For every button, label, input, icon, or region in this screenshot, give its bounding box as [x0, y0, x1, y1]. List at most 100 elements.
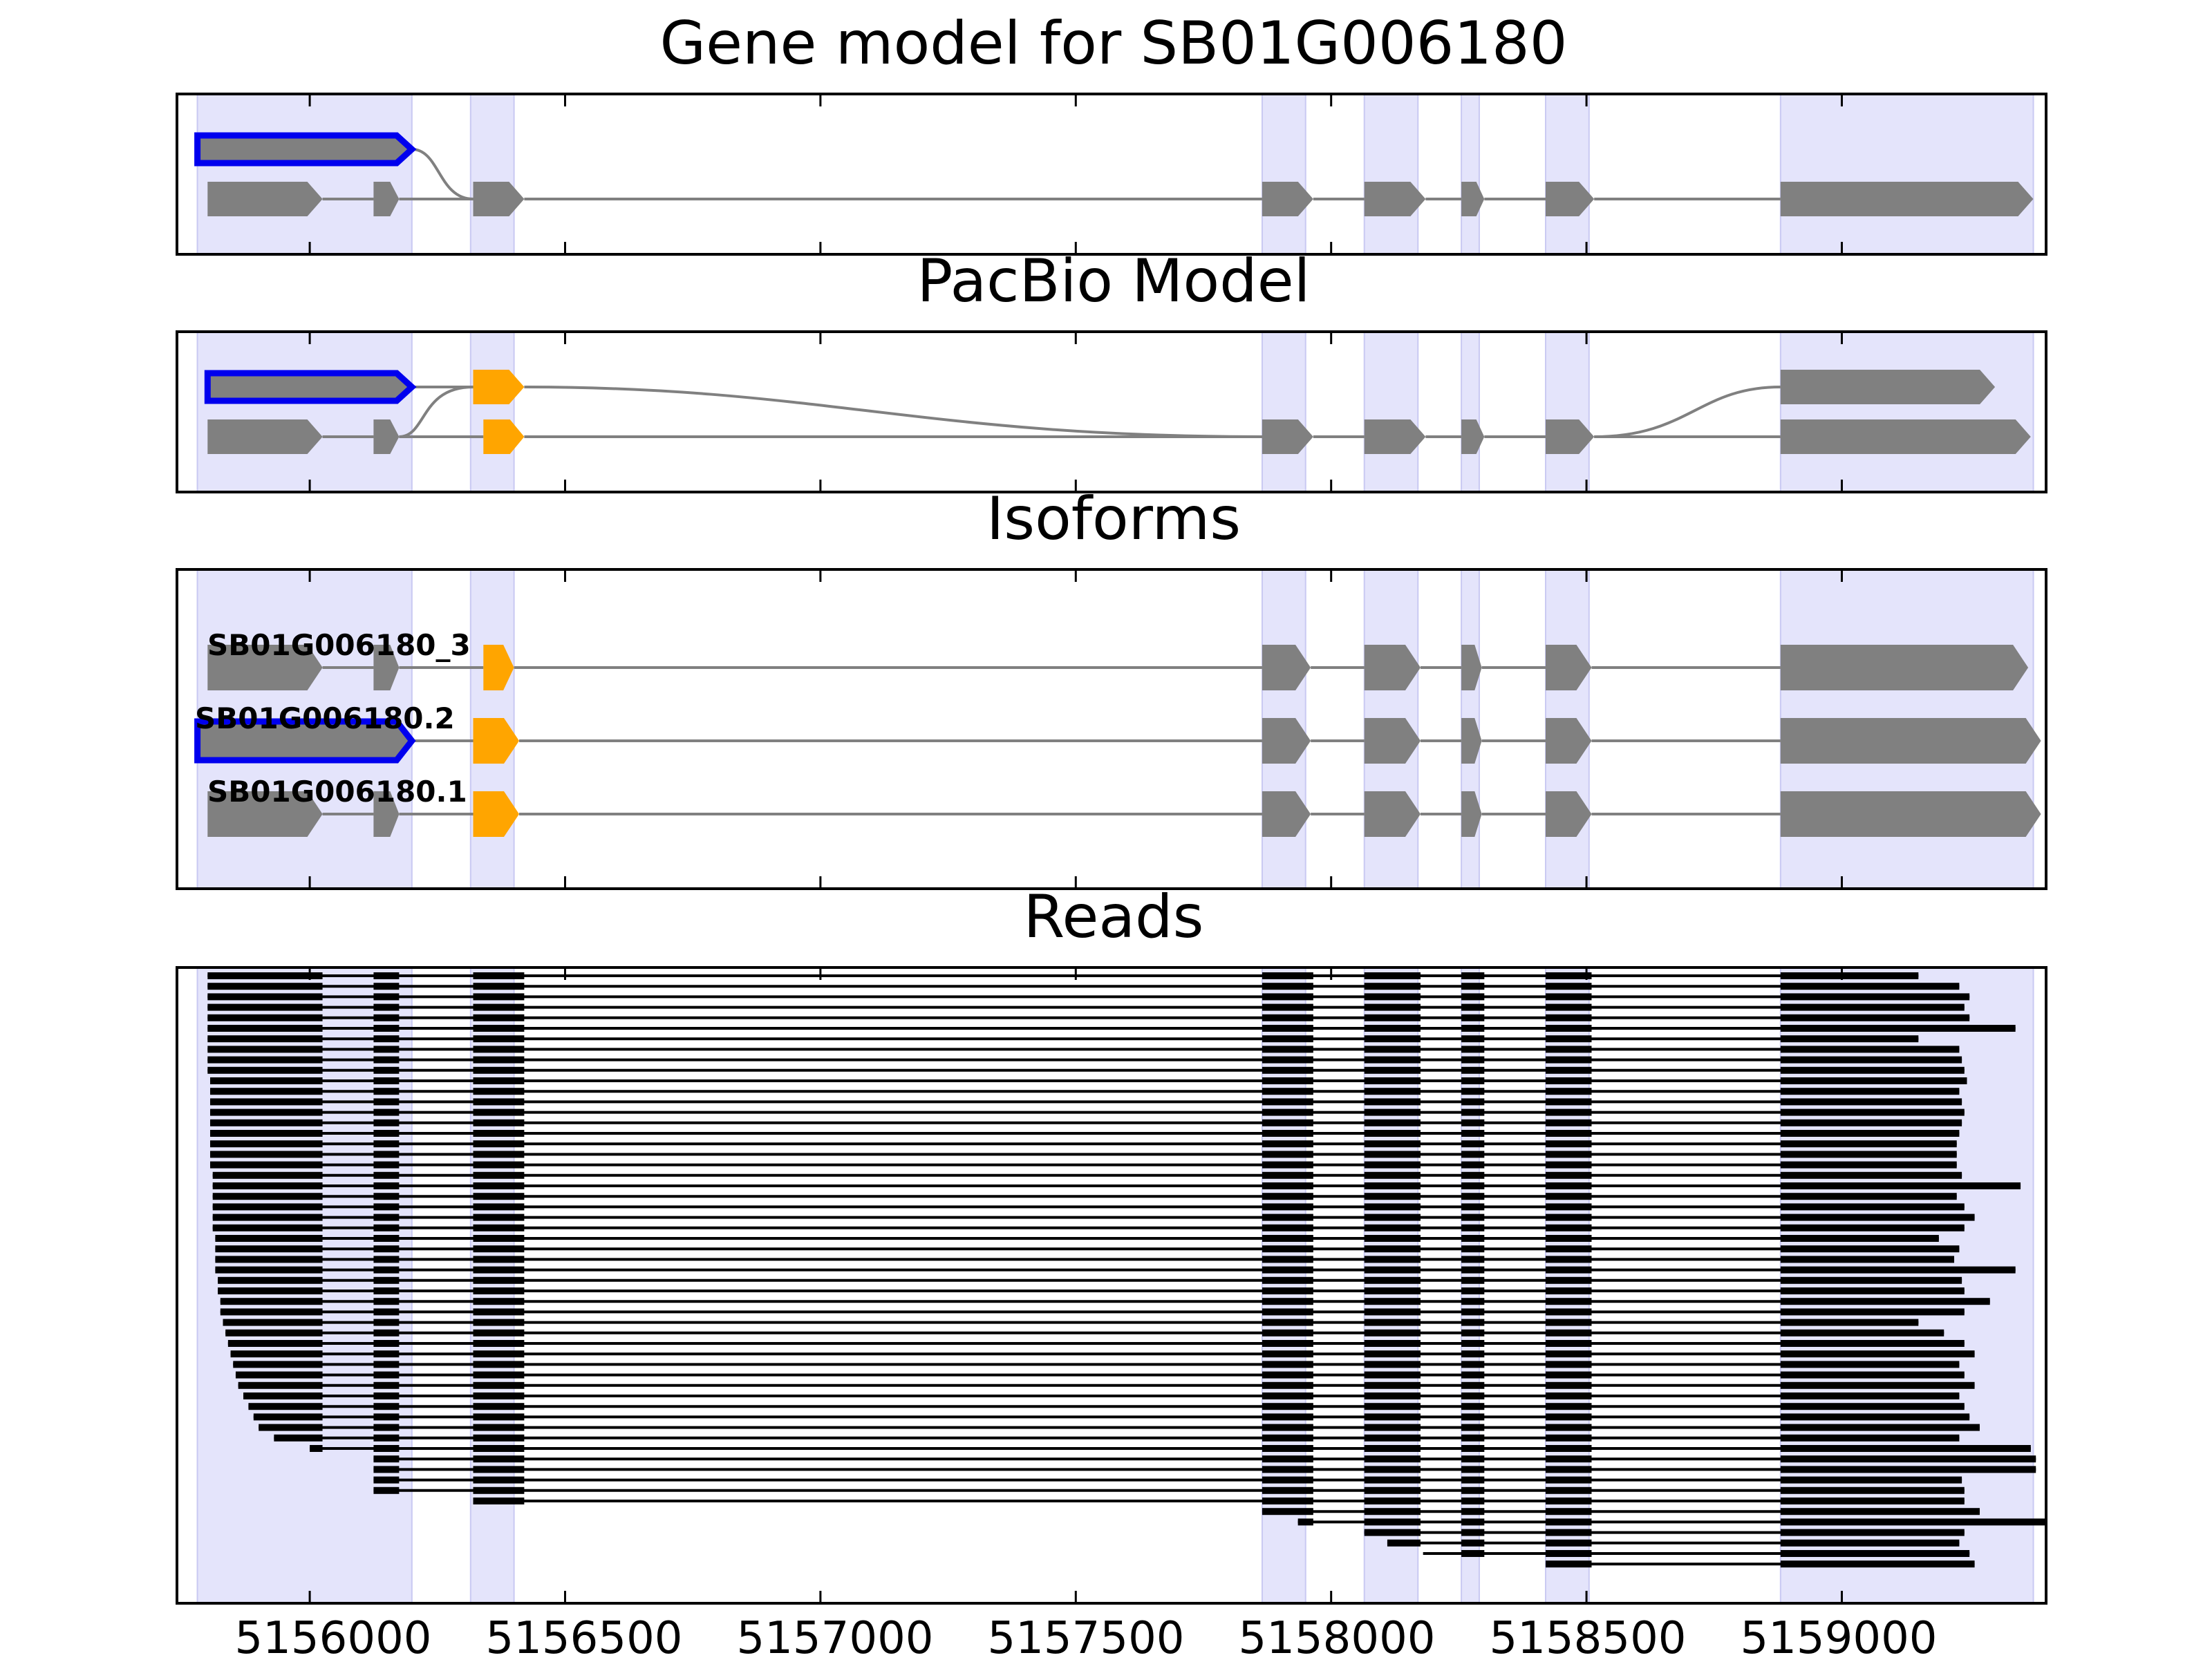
read-block [373, 1224, 400, 1231]
read-block [1780, 1445, 2031, 1452]
read-block [218, 1287, 323, 1294]
read-block [373, 1066, 400, 1074]
read-block [1545, 1560, 1592, 1568]
read-block [1461, 1151, 1485, 1158]
read-block [1364, 1171, 1421, 1179]
read-block [212, 1214, 323, 1221]
read-block [1545, 1046, 1592, 1053]
read-block [473, 1350, 525, 1358]
read-block [1461, 1466, 1485, 1473]
read-block [473, 1182, 525, 1189]
read-block [1780, 1361, 1960, 1368]
read-block [373, 1014, 400, 1021]
read-block [212, 1193, 323, 1200]
read-block [1262, 993, 1313, 1001]
read-block [1262, 1424, 1313, 1431]
read-block [1262, 1108, 1313, 1116]
read-block [1364, 1424, 1421, 1431]
read-block [373, 1287, 400, 1294]
panel-frame [176, 568, 2047, 890]
read-block [473, 1077, 525, 1084]
read-block [1545, 1371, 1592, 1379]
read-block [473, 1276, 525, 1284]
read-block [1364, 983, 1421, 990]
x-tick-label: 5156500 [485, 1613, 682, 1659]
read-block [1262, 1445, 1313, 1452]
exon [1461, 645, 1482, 690]
read-block [1545, 1550, 1592, 1557]
read-block [1364, 1529, 1421, 1536]
read-block [473, 1203, 525, 1211]
read-block [1461, 1235, 1485, 1242]
exon-shading [469, 331, 515, 493]
isoform-label-2: SB01G006180.2 [195, 701, 455, 735]
read-block [373, 1350, 400, 1358]
read-block [1545, 1098, 1592, 1106]
read-block [1545, 1319, 1592, 1326]
gene-model-title: Gene model for SB01G006180 [660, 9, 1568, 78]
read-block [1364, 1298, 1421, 1305]
read-block [1461, 1182, 1485, 1189]
read-block [473, 1319, 525, 1326]
splice-connector [524, 386, 1262, 438]
read-block [1780, 1046, 1960, 1053]
read-block [1780, 1413, 1970, 1421]
x-tick-label: 5159000 [1740, 1613, 1937, 1659]
read-block [373, 1203, 400, 1211]
read-block [1262, 1014, 1313, 1021]
read-block [1262, 1224, 1313, 1231]
read-block [1262, 983, 1313, 990]
read-block [1262, 1151, 1313, 1158]
exon [1546, 718, 1592, 764]
read-block [1461, 1392, 1485, 1399]
read-block [1262, 1508, 1313, 1515]
reads-panel [176, 966, 2047, 1605]
read-block [1545, 1182, 1592, 1189]
read-block [1364, 1371, 1421, 1379]
x-tick-label: 5157000 [736, 1613, 933, 1659]
read-block [1780, 1276, 1962, 1284]
read-block [473, 1371, 525, 1379]
read-block [1545, 1392, 1592, 1399]
read-block [1262, 1413, 1313, 1421]
read-block [1364, 1361, 1421, 1368]
read-block [1461, 1529, 1485, 1536]
exon-shading [1261, 331, 1306, 493]
isoforms-title: Isoforms [986, 484, 1241, 554]
read-block [212, 1203, 323, 1211]
read-block [1780, 1161, 1957, 1169]
read-block [373, 1003, 400, 1011]
read-block [1545, 1025, 1592, 1032]
read-block [1364, 1140, 1421, 1148]
read-block [259, 1424, 323, 1431]
read-block [1461, 1340, 1485, 1347]
read-block [1545, 1088, 1592, 1095]
read-block [1262, 1266, 1313, 1274]
x-tick-label: 5158000 [1238, 1613, 1435, 1659]
read-block [207, 1025, 323, 1032]
pacbio-model-panel [176, 330, 2047, 493]
read-block [1262, 1088, 1313, 1095]
read-block [1545, 1413, 1592, 1421]
read-block [1780, 1539, 1960, 1547]
read-block [207, 983, 323, 990]
read-block [1364, 1434, 1421, 1442]
read-block [1545, 1350, 1592, 1358]
exon [1780, 370, 1996, 404]
read-block [215, 1256, 323, 1263]
read-block [1780, 1140, 1957, 1148]
read-block [1780, 1424, 1980, 1431]
read-block [373, 1056, 400, 1064]
read-block [1545, 972, 1592, 979]
panel-frame [176, 93, 2047, 256]
read-block [223, 1319, 323, 1326]
gene-model-panel [176, 93, 2047, 256]
exon [373, 419, 400, 454]
read-block [1262, 1319, 1313, 1326]
read-block [473, 1256, 525, 1263]
read-block [1461, 1014, 1485, 1021]
read-block [1461, 1003, 1485, 1011]
read-block [1262, 1455, 1313, 1463]
read-block [1461, 1276, 1485, 1284]
read-block [473, 1498, 525, 1504]
